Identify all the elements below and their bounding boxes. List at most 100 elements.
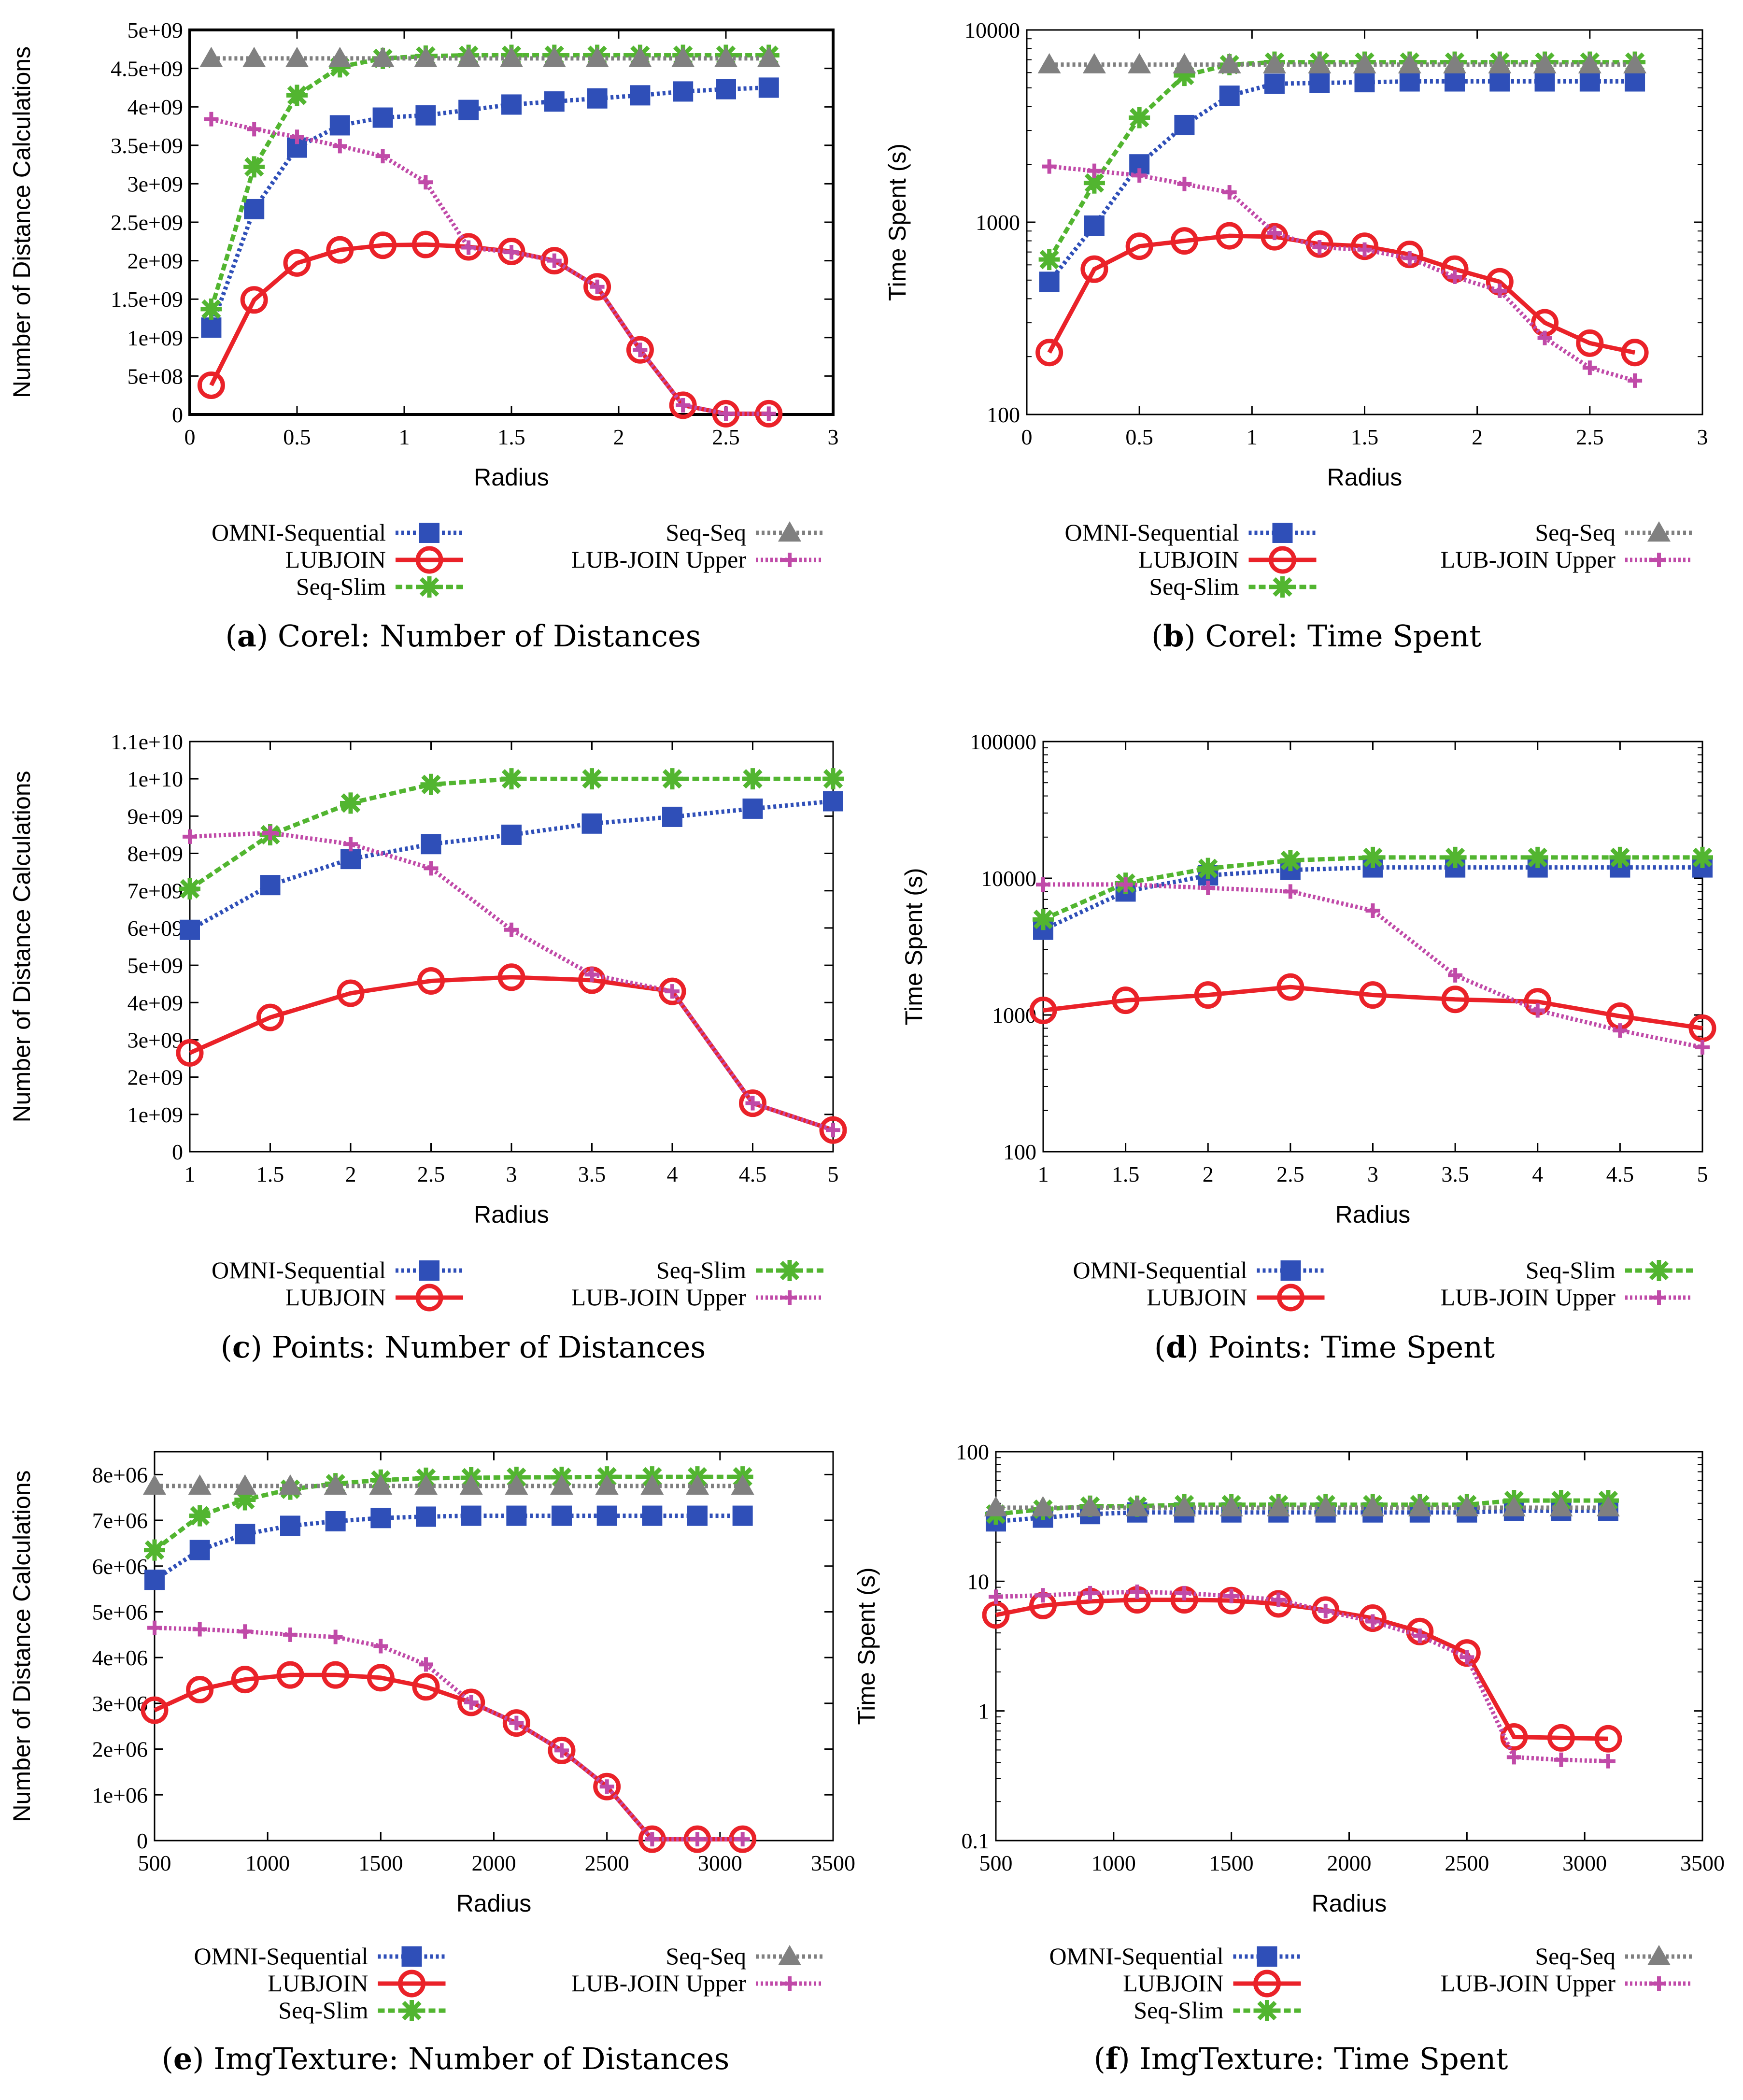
data-point-omni bbox=[662, 806, 682, 827]
data-point-seqseq bbox=[640, 1474, 664, 1495]
series-upper bbox=[183, 826, 840, 1138]
subfigure-caption: (e) ImgTexture: Number of Distances bbox=[162, 2041, 730, 2076]
data-point-upper bbox=[690, 1832, 705, 1847]
data-point-omni bbox=[552, 1505, 572, 1526]
data-point-seqseq bbox=[1443, 53, 1467, 73]
data-point-slim bbox=[340, 792, 361, 814]
x-tick-label: 1500 bbox=[358, 1851, 403, 1875]
data-point-omni bbox=[189, 1540, 210, 1560]
legend-marker-omni bbox=[1272, 523, 1293, 543]
data-point-slim bbox=[581, 768, 603, 790]
y-tick-label: 7e+09 bbox=[128, 879, 183, 903]
data-point-seqseq bbox=[1502, 1496, 1526, 1516]
data-point-upper bbox=[1267, 226, 1282, 241]
data-point-omni bbox=[1489, 71, 1510, 92]
series-lub bbox=[1035, 222, 1649, 367]
data-point-omni bbox=[325, 1511, 346, 1531]
data-point-upper bbox=[761, 406, 776, 421]
y-tick-label: 7e+06 bbox=[92, 1508, 148, 1533]
legend-marker-slim bbox=[1648, 1260, 1670, 1281]
data-point-slim bbox=[1033, 909, 1054, 930]
y-tick-label: 1e+09 bbox=[128, 1102, 183, 1127]
legend-label: LUB-JOIN Upper bbox=[1441, 546, 1616, 573]
chart-a: 0 5e+08 1e+09 1.5e+09 2e+09 2.5e+09 3e+09 3.5e+… bbox=[8, 18, 839, 654]
data-point-slim bbox=[822, 768, 844, 790]
data-point-lub bbox=[1112, 986, 1140, 1014]
data-point-seqseq bbox=[505, 1474, 528, 1495]
legend-marker-lub bbox=[415, 546, 443, 574]
legend-label: Seq-Slim bbox=[296, 573, 386, 600]
data-point-upper bbox=[547, 253, 562, 268]
data-point-seqseq bbox=[414, 1474, 438, 1495]
data-point-upper bbox=[1582, 360, 1597, 375]
y-tick-label: 3e+09 bbox=[128, 171, 183, 196]
data-point-upper bbox=[1130, 1585, 1145, 1600]
x-tick-label: 2.5 bbox=[1576, 425, 1604, 449]
legend-marker-slim bbox=[419, 576, 440, 598]
x-tick-label: 1000 bbox=[245, 1851, 290, 1875]
x-tick-label: 3 bbox=[828, 425, 839, 449]
x-tick-label: 0 bbox=[184, 425, 196, 449]
data-point-omni bbox=[415, 105, 436, 126]
data-point-seqseq bbox=[188, 1474, 212, 1495]
series-upper bbox=[989, 1585, 1615, 1769]
x-tick-label: 2 bbox=[1203, 1162, 1214, 1186]
data-point-slim bbox=[1174, 65, 1195, 86]
legend-label: Seq-Seq bbox=[666, 519, 746, 546]
data-point-upper bbox=[826, 1123, 840, 1138]
data-point-seqseq bbox=[1549, 1496, 1573, 1516]
data-point-seqseq bbox=[1353, 53, 1376, 73]
data-point-lub bbox=[276, 1661, 304, 1689]
y-tick-label: 1000 bbox=[992, 1003, 1036, 1028]
x-tick-label: 0 bbox=[1021, 425, 1033, 449]
y-tick-label: 1 bbox=[978, 1699, 989, 1724]
data-point-lub bbox=[1216, 222, 1244, 250]
series-lub bbox=[197, 230, 783, 428]
data-point-lub bbox=[412, 1673, 440, 1701]
y-tick-label: 2e+09 bbox=[128, 1065, 183, 1090]
data-point-lub bbox=[1453, 1639, 1481, 1667]
data-point-lub bbox=[186, 1675, 214, 1703]
data-point-upper bbox=[1506, 1750, 1521, 1765]
plot-frame bbox=[154, 1451, 834, 1842]
y-tick-label: 1e+09 bbox=[128, 326, 183, 350]
series-upper bbox=[1042, 159, 1643, 388]
y-axis-label: Number of Distance Calculations bbox=[8, 46, 35, 398]
data-point-upper bbox=[1628, 373, 1643, 388]
data-point-lub bbox=[176, 1039, 204, 1067]
data-point-upper bbox=[419, 1657, 433, 1672]
x-tick-label: 1.5 bbox=[497, 425, 525, 449]
caption-letter: b bbox=[1163, 618, 1184, 654]
data-point-upper bbox=[1118, 877, 1133, 892]
data-point-omni bbox=[823, 791, 843, 812]
y-tick-label: 1e+06 bbox=[92, 1783, 148, 1807]
data-point-upper bbox=[1601, 1754, 1615, 1769]
legend-marker-seqseq bbox=[1647, 521, 1671, 542]
x-tick-label: 1.5 bbox=[256, 1162, 284, 1186]
data-point-upper bbox=[1537, 330, 1552, 345]
x-tick-label: 1 bbox=[1247, 425, 1258, 449]
data-point-seqseq bbox=[628, 46, 652, 67]
y-tick-label: 8e+09 bbox=[128, 842, 183, 866]
data-point-seqseq bbox=[595, 1474, 619, 1495]
data-point-upper bbox=[204, 112, 219, 127]
legend-marker-upper bbox=[782, 553, 797, 567]
data-point-seqseq bbox=[1082, 53, 1106, 73]
data-point-omni bbox=[1219, 86, 1240, 106]
legend-marker-upper bbox=[782, 1290, 797, 1305]
legend-marker-slim bbox=[779, 1260, 800, 1281]
data-point-seqseq bbox=[199, 46, 223, 67]
series-slim bbox=[179, 768, 844, 900]
data-point-upper bbox=[375, 149, 390, 164]
legend-label: OMNI-Sequential bbox=[1049, 1943, 1223, 1970]
series-seqseq bbox=[143, 1474, 754, 1495]
y-tick-label: 0.1 bbox=[962, 1829, 990, 1853]
data-point-seqseq bbox=[1533, 53, 1557, 73]
data-point-upper bbox=[1271, 1592, 1286, 1607]
data-point-lub bbox=[322, 1661, 350, 1689]
data-point-upper bbox=[1312, 240, 1327, 255]
